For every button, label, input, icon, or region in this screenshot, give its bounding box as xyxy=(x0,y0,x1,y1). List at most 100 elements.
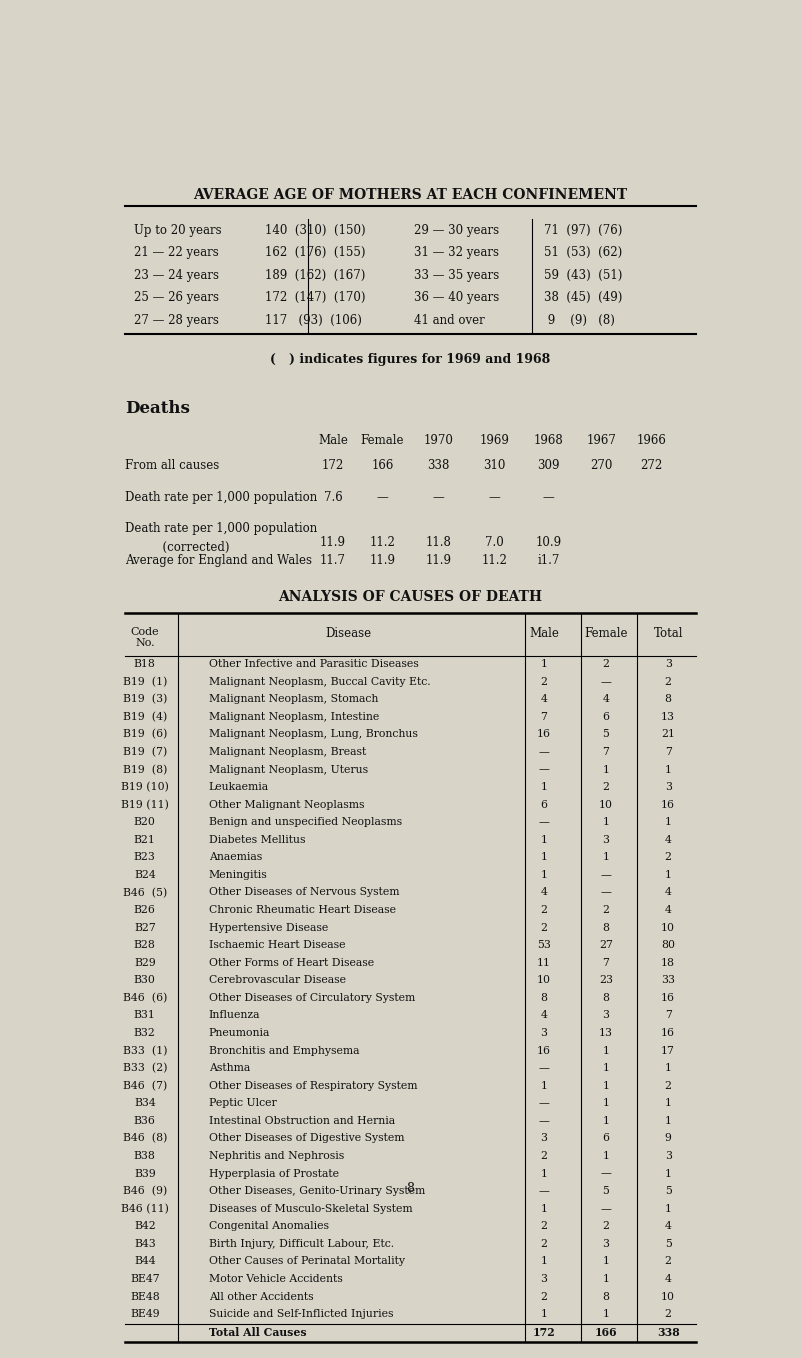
Text: 71  (97)  (76): 71 (97) (76) xyxy=(544,224,622,236)
Text: 2: 2 xyxy=(541,1152,547,1161)
Text: 2: 2 xyxy=(665,1309,671,1319)
Text: 4: 4 xyxy=(665,1221,671,1232)
Text: B19  (1): B19 (1) xyxy=(123,676,167,687)
Text: 1: 1 xyxy=(665,1116,671,1126)
Text: —: — xyxy=(538,1099,549,1108)
Text: 53: 53 xyxy=(537,940,551,951)
Text: 8: 8 xyxy=(602,1291,610,1301)
Text: 25 — 26 years: 25 — 26 years xyxy=(135,291,219,304)
Text: 16: 16 xyxy=(661,1028,675,1038)
Text: Malignant Neoplasm, Lung, Bronchus: Malignant Neoplasm, Lung, Bronchus xyxy=(209,729,417,739)
Text: B36: B36 xyxy=(134,1116,155,1126)
Text: 11.2: 11.2 xyxy=(481,554,507,566)
Text: Other Infective and Parasitic Diseases: Other Infective and Parasitic Diseases xyxy=(209,659,418,669)
Text: 1: 1 xyxy=(602,1099,610,1108)
Text: 172  (147)  (170): 172 (147) (170) xyxy=(264,291,365,304)
Text: 4: 4 xyxy=(602,694,610,705)
Text: 11.8: 11.8 xyxy=(425,536,452,549)
Text: 27 — 28 years: 27 — 28 years xyxy=(135,314,219,326)
Text: 51  (53)  (62): 51 (53) (62) xyxy=(544,246,622,259)
Text: B43: B43 xyxy=(134,1238,155,1249)
Text: 27: 27 xyxy=(599,940,613,951)
Text: 29 — 30 years: 29 — 30 years xyxy=(413,224,499,236)
Text: Other Causes of Perinatal Mortality: Other Causes of Perinatal Mortality xyxy=(209,1256,405,1267)
Text: 338: 338 xyxy=(657,1327,679,1338)
Text: 8: 8 xyxy=(602,993,610,1004)
Text: 31 — 32 years: 31 — 32 years xyxy=(413,246,498,259)
Text: 2: 2 xyxy=(602,782,610,792)
Text: 6: 6 xyxy=(602,712,610,722)
Text: Malignant Neoplasm, Intestine: Malignant Neoplasm, Intestine xyxy=(209,712,379,722)
Text: 1: 1 xyxy=(541,1169,547,1179)
Text: 1: 1 xyxy=(665,1063,671,1073)
Text: 38  (45)  (49): 38 (45) (49) xyxy=(544,291,622,304)
Text: Cerebrovascular Disease: Cerebrovascular Disease xyxy=(209,975,346,986)
Text: 3: 3 xyxy=(602,1010,610,1020)
Text: 310: 310 xyxy=(483,459,505,473)
Text: B44: B44 xyxy=(134,1256,155,1267)
Text: 1967: 1967 xyxy=(587,435,617,447)
Text: 8: 8 xyxy=(665,694,671,705)
Text: 1968: 1968 xyxy=(533,435,563,447)
Text: Death rate per 1,000 population: Death rate per 1,000 population xyxy=(125,490,317,504)
Text: 16: 16 xyxy=(661,993,675,1004)
Text: Asthma: Asthma xyxy=(209,1063,250,1073)
Text: 7: 7 xyxy=(665,1010,671,1020)
Text: BE49: BE49 xyxy=(130,1309,159,1319)
Text: 7.6: 7.6 xyxy=(324,490,342,504)
Text: B28: B28 xyxy=(134,940,155,951)
Text: 13: 13 xyxy=(661,712,675,722)
Text: Death rate per 1,000 population: Death rate per 1,000 population xyxy=(125,521,317,535)
Text: 16: 16 xyxy=(537,729,551,739)
Text: B21: B21 xyxy=(134,835,155,845)
Text: Benign and unspecified Neoplasms: Benign and unspecified Neoplasms xyxy=(209,818,402,827)
Text: —: — xyxy=(538,747,549,756)
Text: 3: 3 xyxy=(541,1028,547,1038)
Text: 10: 10 xyxy=(661,1291,675,1301)
Text: 10: 10 xyxy=(537,975,551,986)
Text: 11.9: 11.9 xyxy=(425,554,452,566)
Text: B38: B38 xyxy=(134,1152,155,1161)
Text: B19  (6): B19 (6) xyxy=(123,729,167,740)
Text: Malignant Neoplasm, Stomach: Malignant Neoplasm, Stomach xyxy=(209,694,378,705)
Text: B42: B42 xyxy=(134,1221,155,1232)
Text: 1: 1 xyxy=(665,765,671,774)
Text: B31: B31 xyxy=(134,1010,155,1020)
Text: Hyperplasia of Prostate: Hyperplasia of Prostate xyxy=(209,1169,339,1179)
Text: Average for England and Wales: Average for England and Wales xyxy=(125,554,312,566)
Text: 21 — 22 years: 21 — 22 years xyxy=(135,246,219,259)
Text: B34: B34 xyxy=(134,1099,155,1108)
Text: B19 (10): B19 (10) xyxy=(121,782,169,793)
Text: 11.2: 11.2 xyxy=(369,536,396,549)
Text: 1: 1 xyxy=(541,835,547,845)
Text: Bronchitis and Emphysema: Bronchitis and Emphysema xyxy=(209,1046,360,1055)
Text: From all causes: From all causes xyxy=(125,459,219,473)
Text: 2: 2 xyxy=(541,1238,547,1249)
Text: 272: 272 xyxy=(640,459,662,473)
Text: (   ) indicates figures for 1969 and 1968: ( ) indicates figures for 1969 and 1968 xyxy=(271,353,550,365)
Text: 2: 2 xyxy=(602,659,610,669)
Text: 5: 5 xyxy=(602,1186,610,1196)
Text: Total All Causes: Total All Causes xyxy=(209,1327,307,1338)
Text: B39: B39 xyxy=(134,1169,155,1179)
Text: 1969: 1969 xyxy=(479,435,509,447)
Text: 33 — 35 years: 33 — 35 years xyxy=(413,269,499,281)
Text: 189  (162)  (167): 189 (162) (167) xyxy=(264,269,365,281)
Text: Motor Vehicle Accidents: Motor Vehicle Accidents xyxy=(209,1274,343,1283)
Text: 140  (310)  (150): 140 (310) (150) xyxy=(264,224,365,236)
Text: 1: 1 xyxy=(602,1152,610,1161)
Text: B46  (6): B46 (6) xyxy=(123,993,167,1004)
Text: 1: 1 xyxy=(602,1256,610,1267)
Text: —: — xyxy=(538,1116,549,1126)
Text: 3: 3 xyxy=(541,1274,547,1283)
Text: 6: 6 xyxy=(541,800,547,809)
Text: 4: 4 xyxy=(665,888,671,898)
Text: 36 — 40 years: 36 — 40 years xyxy=(413,291,499,304)
Text: 4: 4 xyxy=(541,1010,547,1020)
Text: 7: 7 xyxy=(602,957,610,968)
Text: 1970: 1970 xyxy=(424,435,453,447)
Text: 2: 2 xyxy=(541,1291,547,1301)
Text: 9: 9 xyxy=(665,1134,671,1143)
Text: B26: B26 xyxy=(134,904,155,915)
Text: 172: 172 xyxy=(322,459,344,473)
